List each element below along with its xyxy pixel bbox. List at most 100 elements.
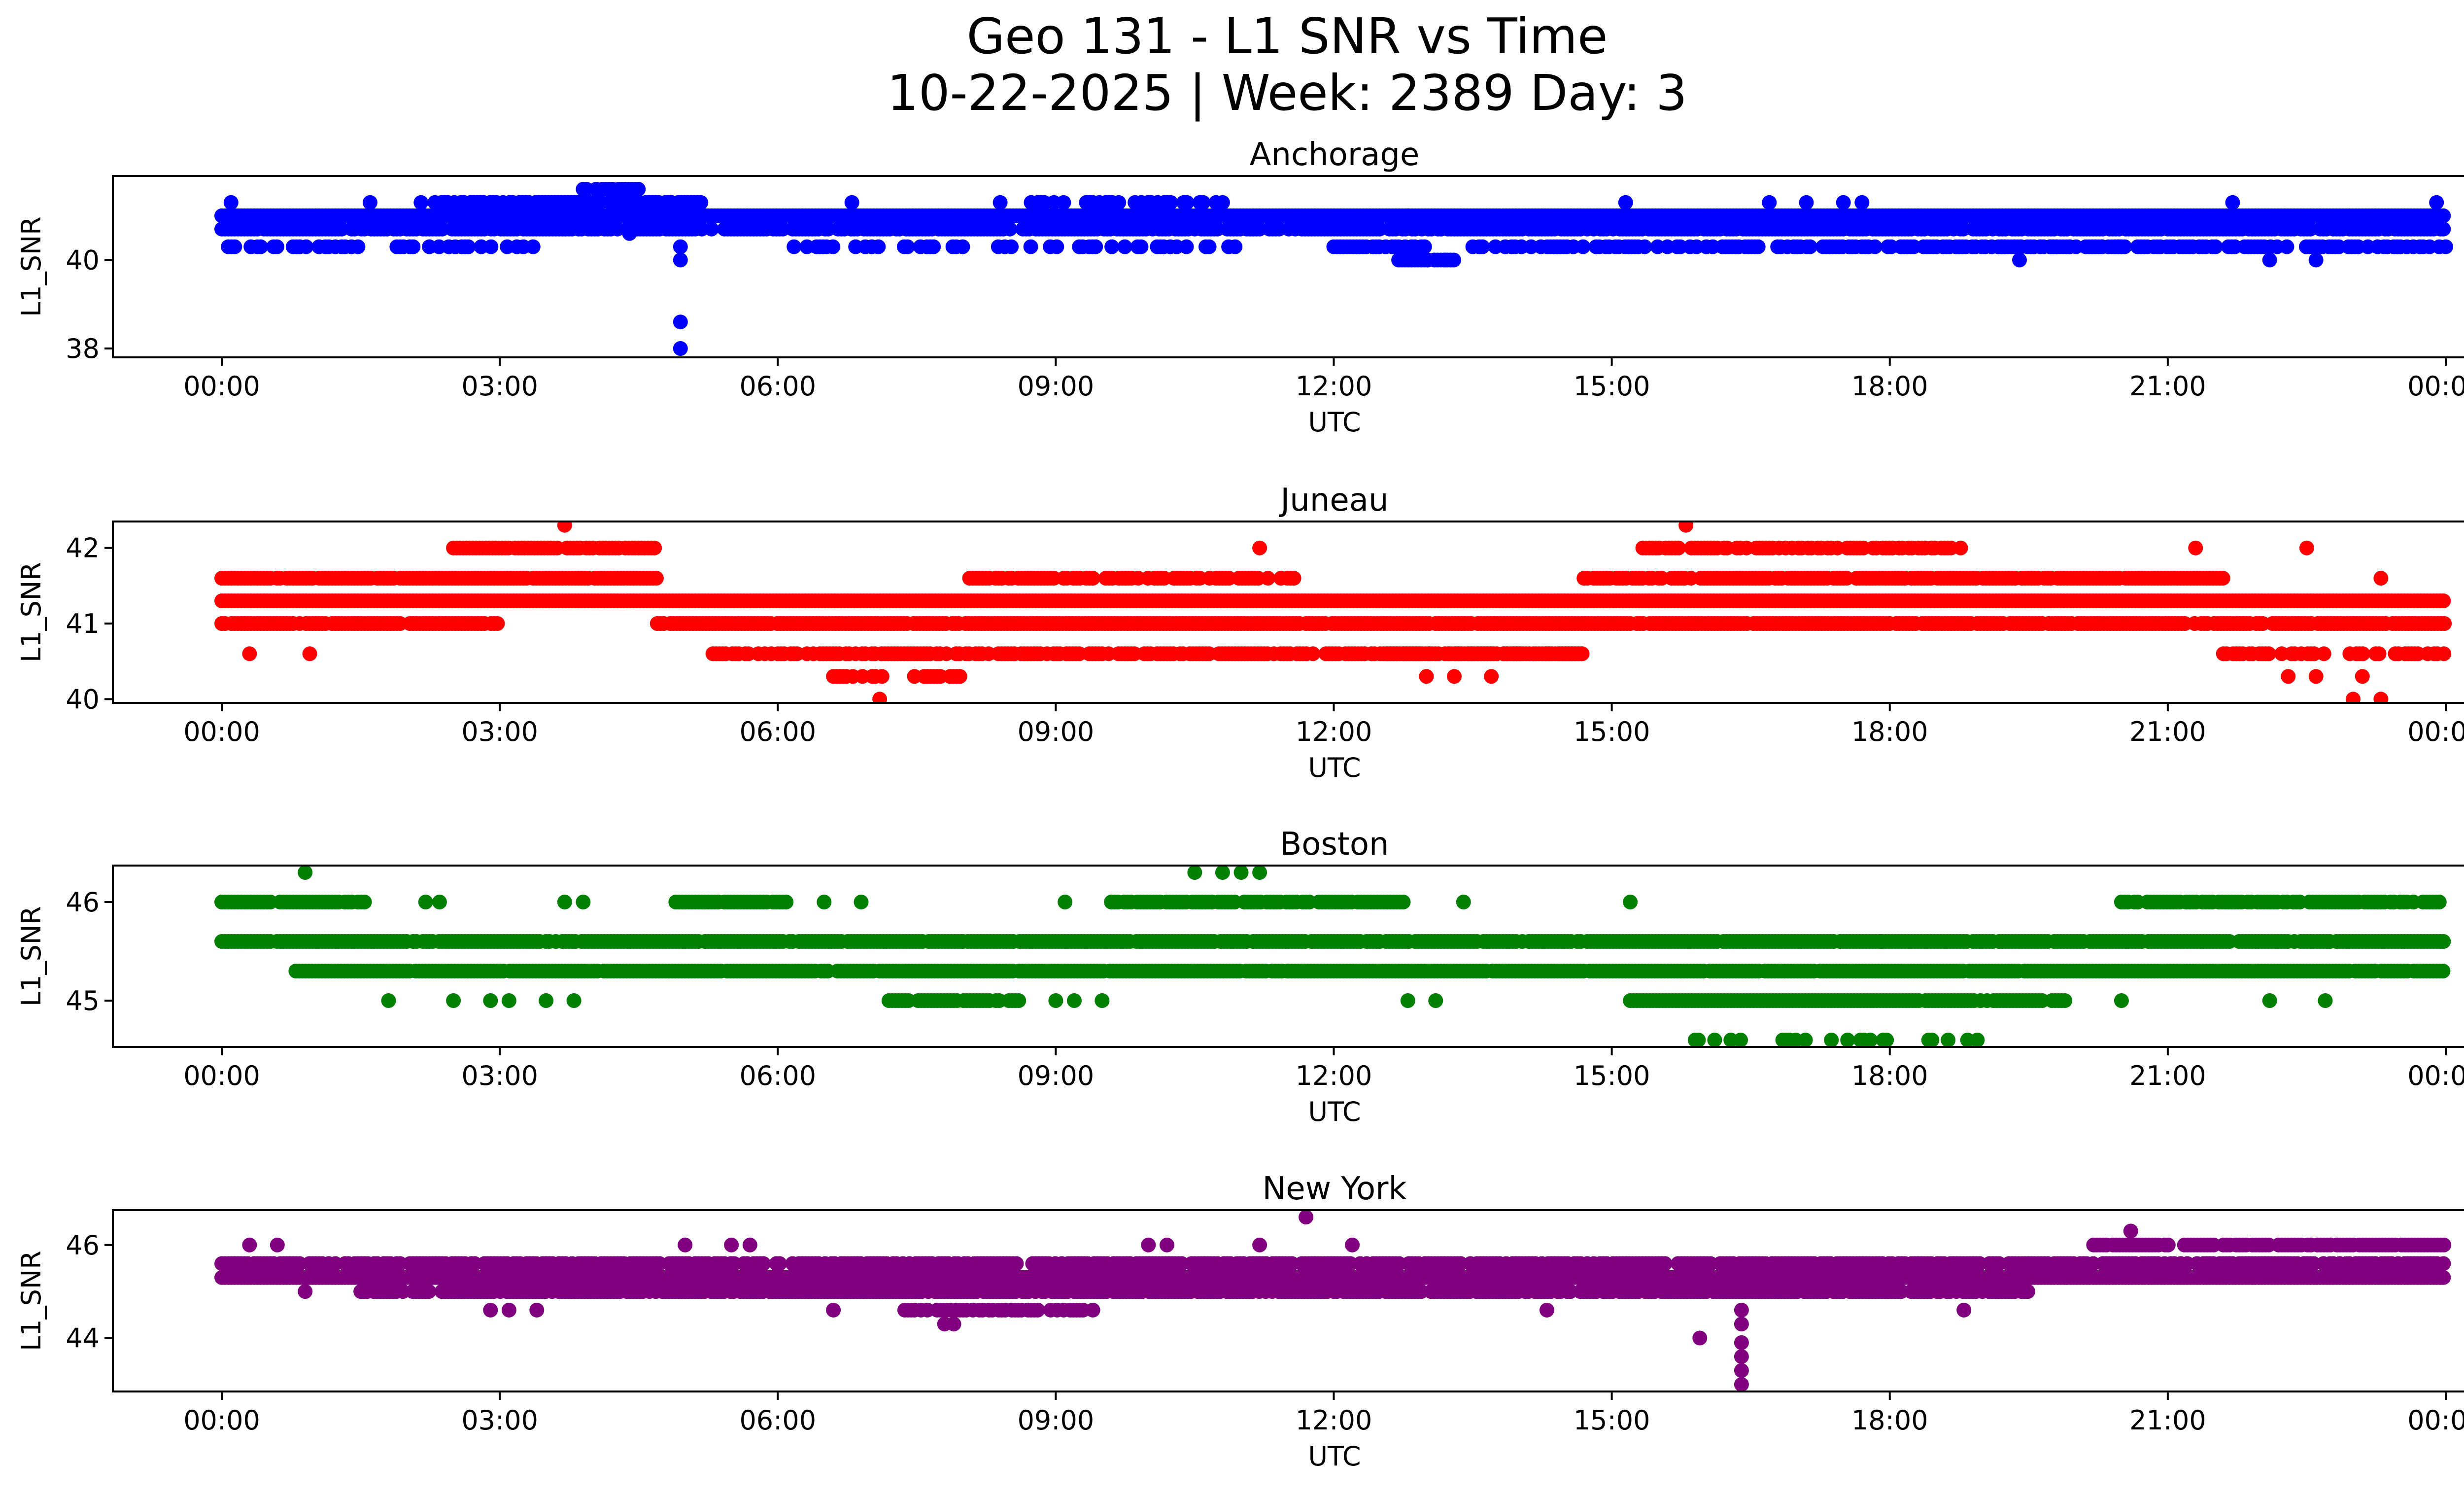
data-point <box>673 314 688 330</box>
data-point <box>2281 669 2296 684</box>
data-point <box>1085 571 1100 586</box>
data-point <box>1179 195 1195 210</box>
data-point <box>1252 540 1267 556</box>
subplot-title: Boston <box>1280 826 1389 863</box>
x-tick-label: 15:00 <box>1574 371 1650 402</box>
data-point <box>350 239 366 254</box>
x-tick-label: 00:00 <box>2407 371 2464 402</box>
data-point <box>1133 239 1149 254</box>
data-point <box>413 195 429 210</box>
data-point <box>955 239 970 254</box>
data-point <box>2436 646 2452 661</box>
data-point <box>490 616 505 631</box>
x-axis-label: UTC <box>1308 752 1361 783</box>
y-tick-label: 42 <box>66 533 100 564</box>
data-point <box>1228 239 1243 254</box>
subplot-title: Juneau <box>1278 482 1388 519</box>
data-point <box>269 239 284 254</box>
data-point <box>223 195 239 210</box>
data-point <box>871 239 886 254</box>
x-tick-label: 09:00 <box>1018 716 1095 747</box>
data-point <box>1088 239 1103 254</box>
data-point <box>704 221 719 237</box>
data-point <box>1417 239 1432 254</box>
data-point <box>1002 221 1018 237</box>
data-point <box>2355 646 2370 661</box>
data-point <box>1117 239 1132 254</box>
x-tick-label: 18:00 <box>1851 716 1928 747</box>
data-point <box>1111 195 1127 210</box>
x-tick-label: 00:00 <box>183 716 260 747</box>
data-point <box>2188 540 2203 556</box>
data-point <box>253 239 268 254</box>
y-tick-label: 40 <box>66 684 100 715</box>
data-point <box>302 646 317 661</box>
data-point <box>673 341 688 356</box>
data-point <box>1056 195 1071 210</box>
x-tick-label: 06:00 <box>739 716 816 747</box>
figure-title-line2: 10-22-2025 | Week: 2389 Day: 3 <box>887 64 1687 122</box>
data-point <box>1575 239 1591 254</box>
y-tick-label: 38 <box>66 333 100 364</box>
data-point <box>900 239 915 254</box>
y-axis-label: L1_SNR <box>16 216 47 317</box>
data-point <box>2062 239 2077 254</box>
data-point <box>2437 616 2452 631</box>
data-point <box>1574 646 1589 661</box>
data-point <box>2436 934 2451 949</box>
data-point <box>362 195 377 210</box>
data-point <box>227 239 242 254</box>
data-point <box>2279 239 2294 254</box>
data-point <box>2355 669 2370 684</box>
data-point <box>2299 540 2314 556</box>
data-point <box>1762 195 1777 210</box>
data-point <box>872 692 888 703</box>
x-tick-label: 12:00 <box>1296 371 1372 402</box>
data-point <box>1023 239 1038 254</box>
data-point <box>1618 195 1633 210</box>
data-point <box>926 239 941 254</box>
x-tick-label: 03:00 <box>461 371 538 402</box>
data-point <box>2346 692 2361 703</box>
data-point <box>649 571 664 586</box>
data-point <box>1004 239 1019 254</box>
data-point <box>461 239 476 254</box>
data-point <box>1637 239 1652 254</box>
scatter-series <box>214 866 2451 1047</box>
data-point <box>1447 669 1462 684</box>
y-tick-label: 41 <box>66 608 100 639</box>
data-point <box>1305 646 1321 661</box>
data-point <box>242 646 257 661</box>
data-point <box>673 239 688 254</box>
data-point <box>1419 669 1434 684</box>
data-point <box>1678 522 1694 533</box>
data-point <box>299 239 314 254</box>
x-axis-label: UTC <box>1308 407 1361 438</box>
data-point <box>693 195 709 210</box>
data-point <box>2208 239 2223 254</box>
data-point <box>1179 239 1194 254</box>
data-point <box>2436 221 2451 237</box>
data-point <box>2225 195 2240 210</box>
subplot-title: Anchorage <box>1250 137 1420 173</box>
data-point <box>631 181 646 197</box>
data-point <box>1836 195 1851 210</box>
data-point <box>673 252 688 268</box>
scatter-series <box>214 522 2452 703</box>
data-point <box>1163 195 1178 210</box>
data-point <box>1799 195 1814 210</box>
data-point <box>2012 252 2027 268</box>
data-point <box>1400 208 1415 223</box>
data-point <box>525 239 541 254</box>
data-point <box>2114 239 2129 254</box>
x-tick-label: 00:00 <box>183 371 260 402</box>
data-point <box>1201 239 1217 254</box>
data-point <box>2308 252 2324 268</box>
figure-title-line1: Geo 131 - L1 SNR vs Time <box>967 7 1608 65</box>
data-point <box>1953 540 1968 556</box>
data-point <box>2373 571 2389 586</box>
y-tick-label: 40 <box>66 245 100 276</box>
